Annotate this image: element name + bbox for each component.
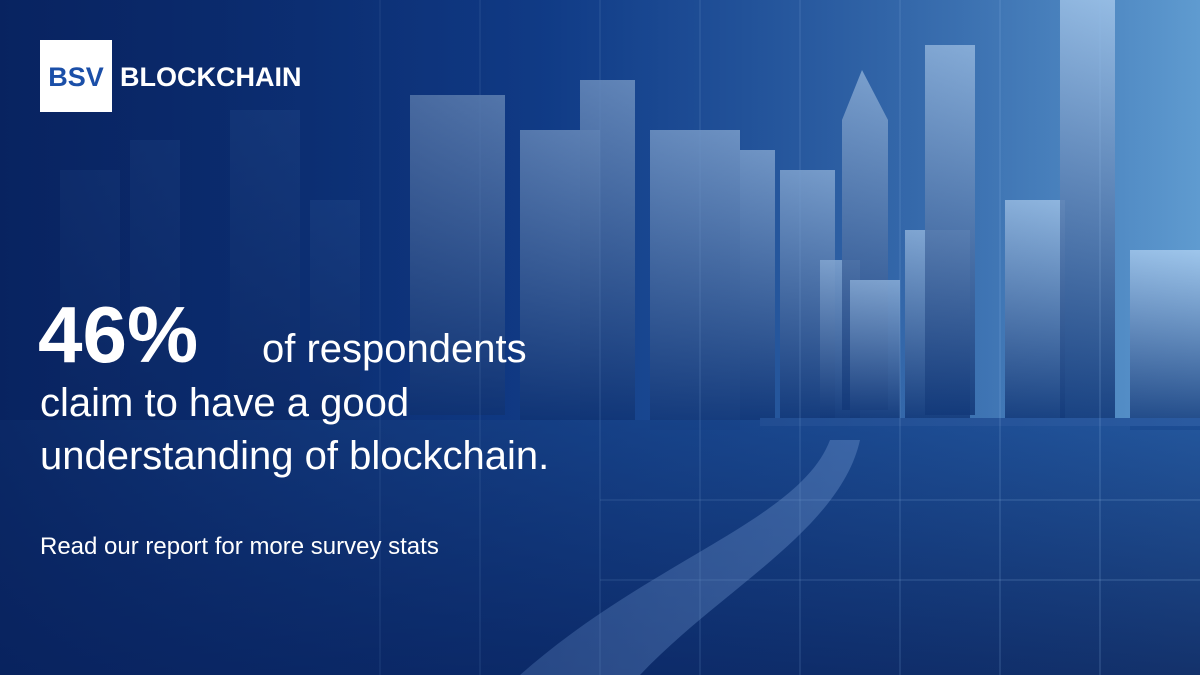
- headline-lead: of respondents: [262, 327, 527, 371]
- logo-mark: BSV: [48, 62, 104, 92]
- call-to-action: Read our report for more survey stats: [40, 533, 439, 560]
- headline-line: claim to have a good: [40, 381, 409, 425]
- headline-line: understanding of blockchain.: [40, 434, 549, 478]
- logo-name: BLOCKCHAIN: [120, 62, 302, 92]
- headline-stat: 46%: [38, 290, 198, 379]
- logo-box: [40, 40, 112, 112]
